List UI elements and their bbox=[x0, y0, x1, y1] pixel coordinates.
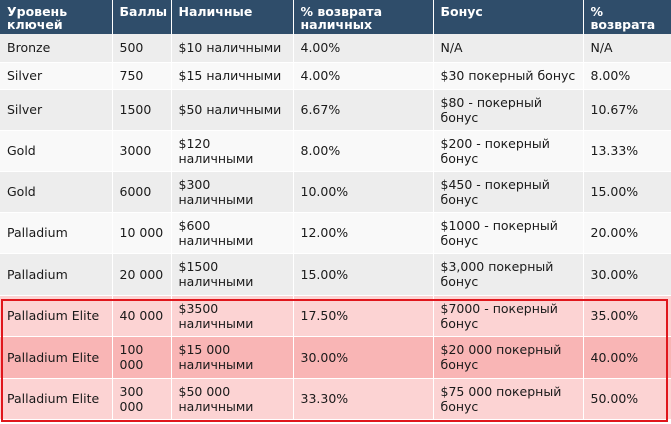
header-points: Баллы bbox=[112, 0, 172, 34]
header-cash: Наличные bbox=[171, 0, 294, 34]
cell-points: 20 000 bbox=[112, 253, 172, 296]
cell-cash-return: 4.00% bbox=[293, 34, 434, 63]
cell-points: 40 000 bbox=[112, 295, 172, 337]
cell-bonus: $20 000 покерный бонус bbox=[433, 336, 584, 379]
cell-bonus: $7000 - покерный бонус bbox=[433, 295, 584, 337]
cell-return: 8.00% bbox=[583, 62, 671, 90]
cell-level: Palladium Elite bbox=[0, 336, 113, 379]
cell-cash: $15 000 наличными bbox=[171, 336, 294, 379]
cell-cash-return: 8.00% bbox=[293, 130, 434, 172]
cell-bonus: $30 покерный бонус bbox=[433, 62, 584, 90]
cell-bonus: $3,000 покерный бонус bbox=[433, 253, 584, 296]
cell-cash-return: 10.00% bbox=[293, 171, 434, 213]
cell-return: 40.00% bbox=[583, 336, 671, 379]
table-header-row: Уровень ключей Баллы Наличные % возврата… bbox=[0, 0, 671, 34]
cell-return: 10.67% bbox=[583, 89, 671, 131]
cell-points: 10 000 bbox=[112, 212, 172, 254]
cell-return: 15.00% bbox=[583, 171, 671, 213]
table-row: Gold 6000 $300 наличными 10.00% $450 - п… bbox=[0, 171, 671, 213]
cell-level: Gold bbox=[0, 171, 113, 213]
table-row: Gold 3000 $120 наличными 8.00% $200 - по… bbox=[0, 130, 671, 172]
cell-bonus: $450 - покерный бонус bbox=[433, 171, 584, 213]
cell-return: 20.00% bbox=[583, 212, 671, 254]
cell-level: Palladium Elite bbox=[0, 378, 113, 420]
cell-cash-return: 4.00% bbox=[293, 62, 434, 90]
cell-bonus: $1000 - покерный бонус bbox=[433, 212, 584, 254]
header-return: % возврата bbox=[583, 0, 671, 34]
cell-points: 100 000 bbox=[112, 336, 172, 379]
cell-points: 1500 bbox=[112, 89, 172, 131]
cell-points: 3000 bbox=[112, 130, 172, 172]
header-level: Уровень ключей bbox=[0, 0, 113, 34]
table-row: Palladium 10 000 $600 наличными 12.00% $… bbox=[0, 212, 671, 254]
cell-return: N/A bbox=[583, 34, 671, 63]
cell-bonus: $75 000 покерный бонус bbox=[433, 378, 584, 420]
cell-cash: $1500 наличными bbox=[171, 253, 294, 296]
cell-level: Gold bbox=[0, 130, 113, 172]
table-row: Bronze 500 $10 наличными 4.00% N/A N/A bbox=[0, 34, 671, 63]
cell-level: Palladium bbox=[0, 253, 113, 296]
cell-return: 13.33% bbox=[583, 130, 671, 172]
cell-cash-return: 15.00% bbox=[293, 253, 434, 296]
cell-level: Palladium bbox=[0, 212, 113, 254]
cell-points: 6000 bbox=[112, 171, 172, 213]
cell-cash-return: 33.30% bbox=[293, 378, 434, 420]
cell-cash-return: 30.00% bbox=[293, 336, 434, 379]
cell-cash: $300 наличными bbox=[171, 171, 294, 213]
cell-cash-return: 6.67% bbox=[293, 89, 434, 131]
table-row: Silver 750 $15 наличными 4.00% $30 покер… bbox=[0, 62, 671, 90]
cell-bonus: N/A bbox=[433, 34, 584, 63]
cell-points: 500 bbox=[112, 34, 172, 63]
cell-return: 30.00% bbox=[583, 253, 671, 296]
cell-cash: $50 000 наличными bbox=[171, 378, 294, 420]
table-row: Silver 1500 $50 наличными 6.67% $80 - по… bbox=[0, 89, 671, 131]
cell-cash: $15 наличными bbox=[171, 62, 294, 90]
cell-points: 300 000 bbox=[112, 378, 172, 420]
cell-cash: $3500 наличными bbox=[171, 295, 294, 337]
table-row-highlighted: Palladium Elite 40 000 $3500 наличными 1… bbox=[0, 295, 671, 337]
cell-level: Palladium Elite bbox=[0, 295, 113, 337]
table-row-highlighted: Palladium Elite 300 000 $50 000 наличным… bbox=[0, 378, 671, 420]
cell-bonus: $200 - покерный бонус bbox=[433, 130, 584, 172]
cell-level: Silver bbox=[0, 62, 113, 90]
cell-cash: $50 наличными bbox=[171, 89, 294, 131]
cell-cash-return: 12.00% bbox=[293, 212, 434, 254]
cell-cash: $10 наличными bbox=[171, 34, 294, 63]
cell-level: Bronze bbox=[0, 34, 113, 63]
header-bonus: Бонус bbox=[433, 0, 584, 34]
cell-cash: $120 наличными bbox=[171, 130, 294, 172]
cell-bonus: $80 - покерный бонус bbox=[433, 89, 584, 131]
table-row: Palladium 20 000 $1500 наличными 15.00% … bbox=[0, 253, 671, 296]
cell-points: 750 bbox=[112, 62, 172, 90]
table-row-highlighted: Palladium Elite 100 000 $15 000 наличным… bbox=[0, 336, 671, 379]
cell-return: 50.00% bbox=[583, 378, 671, 420]
cell-cash-return: 17.50% bbox=[293, 295, 434, 337]
cell-return: 35.00% bbox=[583, 295, 671, 337]
cell-level: Silver bbox=[0, 89, 113, 131]
header-cash-return: % возврата наличных bbox=[293, 0, 434, 34]
cell-cash: $600 наличными bbox=[171, 212, 294, 254]
